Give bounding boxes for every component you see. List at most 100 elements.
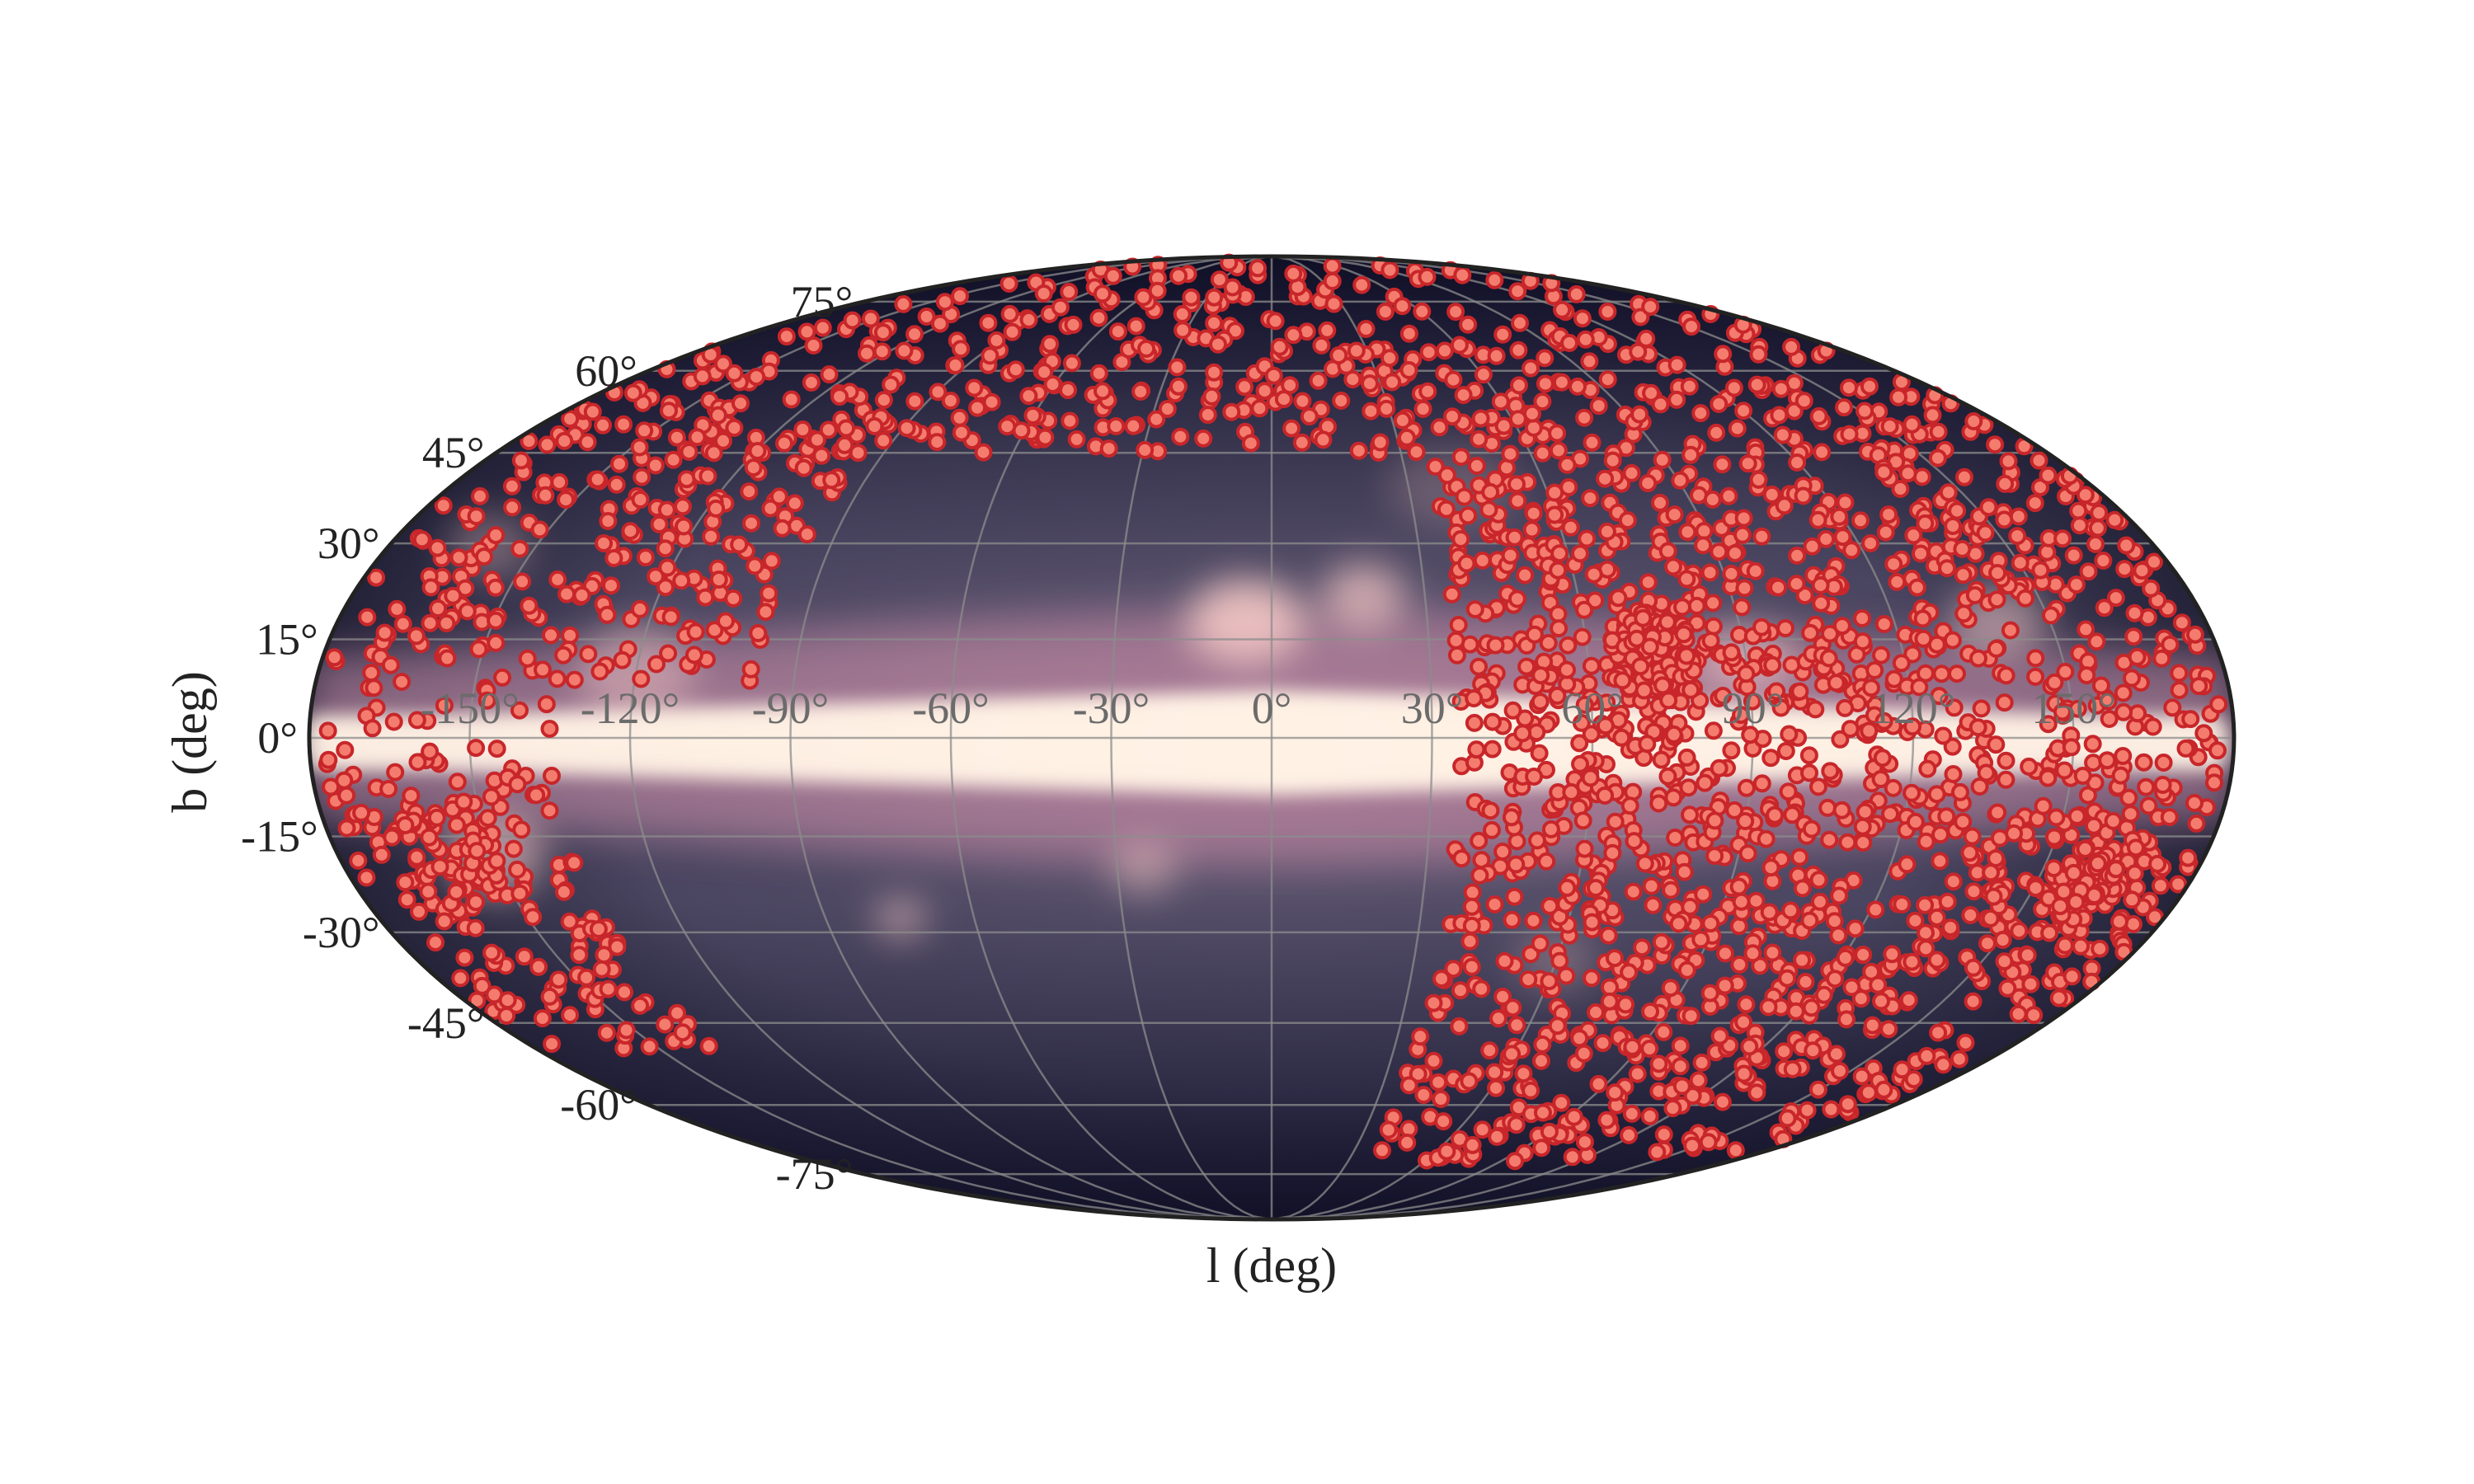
source-point <box>1906 911 1925 930</box>
source-point <box>1147 410 1166 429</box>
source-point <box>2187 814 2206 833</box>
source-point <box>486 578 505 597</box>
source-point <box>2145 552 2163 571</box>
source-point <box>1907 578 1926 597</box>
source-point <box>1910 678 1929 697</box>
source-point <box>1419 343 1438 362</box>
source-point <box>1634 608 1653 627</box>
source-point <box>1821 762 1840 781</box>
source-point <box>2069 501 2088 520</box>
source-point <box>384 712 403 731</box>
source-point <box>1540 896 1559 915</box>
source-point <box>1912 467 1931 486</box>
source-point <box>1917 832 1935 851</box>
source-point <box>797 525 816 544</box>
source-point <box>524 908 543 927</box>
source-point <box>785 494 804 513</box>
source-point <box>1800 763 1818 782</box>
source-point <box>1944 517 1963 535</box>
source-point <box>1549 561 1568 580</box>
source-point <box>1969 649 1987 668</box>
source-point <box>2139 796 2158 815</box>
source-point <box>2008 527 2027 546</box>
source-point <box>1995 952 2014 971</box>
source-point <box>594 416 613 434</box>
source-point <box>1606 1083 1625 1102</box>
source-point <box>1977 763 1996 782</box>
source-point <box>1531 934 1550 953</box>
source-point <box>1505 887 1524 906</box>
source-point <box>2128 647 2147 666</box>
source-point <box>1540 1122 1559 1141</box>
source-point <box>1099 439 1118 458</box>
source-point <box>447 815 466 834</box>
source-point <box>631 996 650 1015</box>
source-point <box>640 1037 659 1056</box>
source-point <box>1517 657 1536 676</box>
source-point <box>608 937 627 956</box>
source-point <box>1034 284 1053 303</box>
source-point <box>2185 794 2204 812</box>
source-point <box>2047 808 2066 827</box>
source-point <box>2106 589 2125 608</box>
source-point <box>1916 514 1935 533</box>
lat-tick-label: 45° <box>422 428 485 477</box>
source-point <box>1691 930 1710 949</box>
source-point <box>1583 913 1602 932</box>
source-point <box>2064 863 2083 882</box>
source-point <box>1876 523 1895 542</box>
source-point <box>1194 429 1213 448</box>
source-point <box>1874 463 1893 481</box>
source-point <box>508 775 527 794</box>
source-point <box>1811 575 1830 594</box>
source-point <box>1620 963 1639 982</box>
source-point <box>1836 698 1855 717</box>
source-point <box>1671 471 1690 490</box>
source-point <box>646 456 665 475</box>
source-point <box>1383 373 1402 392</box>
source-point <box>1536 349 1554 368</box>
source-point <box>1737 778 1756 797</box>
source-point <box>1399 1076 1418 1095</box>
source-point <box>965 378 984 397</box>
source-point <box>1652 932 1671 951</box>
source-point <box>1995 693 2014 712</box>
source-point <box>1035 363 1054 382</box>
source-point <box>2205 773 2223 792</box>
source-point <box>1832 801 1851 819</box>
source-point <box>636 548 655 567</box>
source-point <box>1414 1086 1433 1104</box>
source-point <box>1548 1017 1567 1036</box>
source-point <box>2026 667 2045 686</box>
source-point <box>1661 979 1680 998</box>
source-point <box>1603 843 1622 862</box>
source-point <box>1696 773 1714 792</box>
source-point <box>1710 758 1729 777</box>
source-point <box>1407 443 1426 462</box>
source-point <box>1953 539 1972 558</box>
source-point <box>1814 985 1833 1004</box>
source-point <box>1767 682 1786 701</box>
source-point <box>471 486 489 505</box>
source-point <box>725 419 744 437</box>
source-point <box>1860 377 1879 396</box>
source-point <box>820 365 839 384</box>
source-point <box>607 475 626 494</box>
source-point <box>1589 1074 1608 1093</box>
source-point <box>2091 939 2109 958</box>
source-point <box>1505 528 1524 547</box>
source-point <box>1719 486 1738 505</box>
source-point <box>467 507 486 526</box>
source-point <box>1968 718 1987 737</box>
source-point <box>704 444 723 463</box>
source-point <box>1879 505 1898 524</box>
source-point <box>1790 848 1809 866</box>
source-point <box>1704 721 1723 740</box>
source-point <box>1380 261 1399 279</box>
source-point <box>2086 535 2105 553</box>
source-point <box>2018 946 2037 965</box>
source-point <box>482 787 501 806</box>
source-point <box>540 987 559 1006</box>
source-point <box>688 428 707 447</box>
